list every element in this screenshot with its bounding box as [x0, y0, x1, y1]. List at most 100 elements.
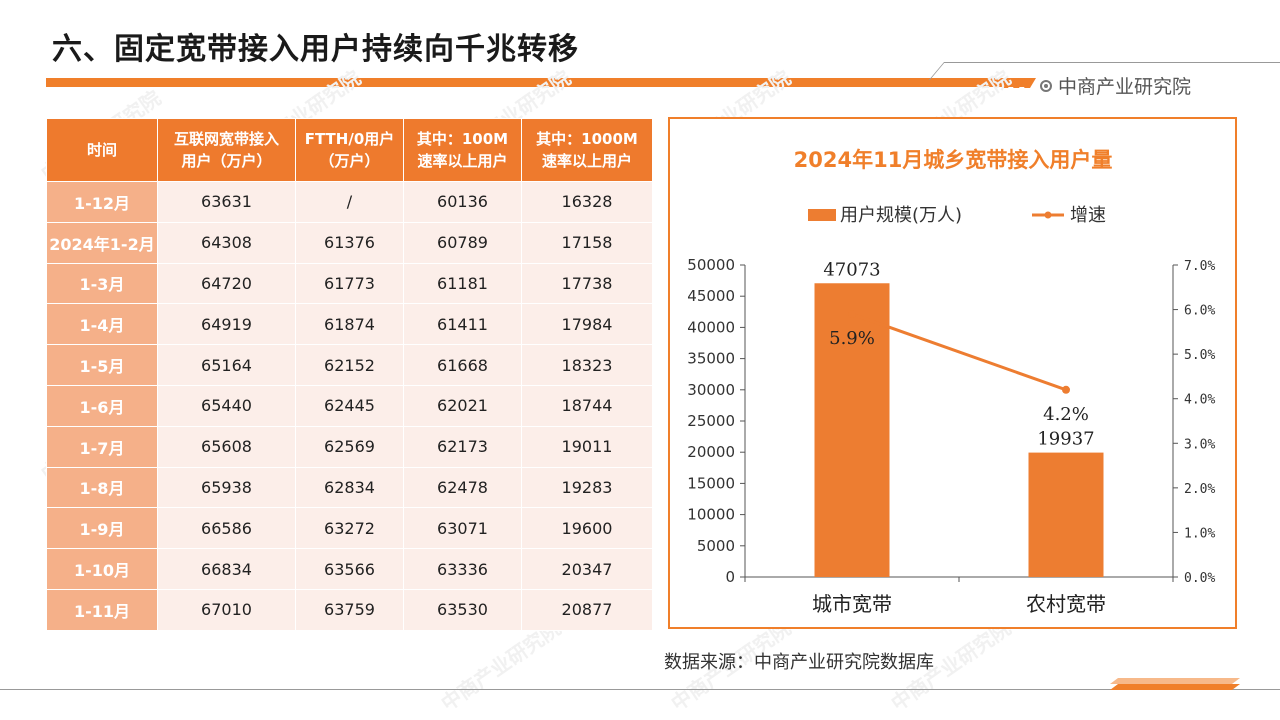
table-cell: 20877 — [521, 588, 653, 631]
table-cell: 62021 — [403, 384, 522, 427]
row-period: 1-8月 — [46, 466, 158, 509]
legend-swatch-marker — [1044, 211, 1052, 219]
table-cell: 63631 — [157, 181, 296, 223]
column-header-text: 互联网宽带接入 用户（万户） — [173, 130, 279, 170]
table-cell: 63071 — [403, 507, 522, 550]
table-cell: 20347 — [521, 548, 653, 590]
table-cell: 18323 — [521, 344, 653, 386]
table-cell: 16328 — [521, 181, 653, 223]
column-header: 时间 — [46, 118, 158, 182]
data-source-note: 数据来源：中商产业研究院数据库 — [664, 652, 934, 673]
table-cell: 65608 — [157, 425, 296, 468]
column-header-text: 其中：100M 速率以上用户 — [416, 130, 509, 170]
growth-line — [851, 312, 1067, 392]
y-left-tick-label: 40000 — [687, 318, 735, 336]
table-cell: 17984 — [521, 303, 653, 346]
table-cell: 66586 — [157, 507, 296, 550]
column-header: 互联网宽带接入 用户（万户） — [157, 118, 296, 182]
row-period: 2024年1-2月 — [46, 221, 158, 264]
table-cell: 60136 — [403, 181, 522, 223]
table-cell: 63336 — [403, 548, 522, 590]
table-cell: 61874 — [295, 303, 404, 346]
y-left-tick-label: 35000 — [687, 350, 735, 368]
table-row: 1-12月 63631/60136 16328 — [46, 181, 653, 223]
column-header-text: FTTH/0用户 （万户） — [304, 130, 395, 170]
table-cell: 19600 — [521, 507, 653, 550]
table-row: 1-4月 64919 61874 61411 17984 — [46, 303, 653, 346]
table-cell: 61181 — [403, 262, 522, 305]
row-period: 1-9月 — [46, 507, 158, 550]
column-header-text: 其中：1000M 速率以上用户 — [536, 130, 638, 170]
y-right-tick-label: 2.0% — [1184, 482, 1215, 497]
table-cell: 17738 — [521, 262, 653, 305]
table-cell: 62173 — [403, 425, 522, 468]
table-cell: 63272 — [295, 507, 404, 550]
row-period: 1-10月 — [46, 548, 158, 590]
table-cell: 17158 — [521, 221, 653, 264]
legend-label: 增速 — [1070, 205, 1106, 226]
table-cell: 63566 — [295, 548, 404, 590]
broadband-users-table: 时间 互联网宽带接入 用户（万户） FTTH/0用户 （万户） 其中：100M … — [46, 118, 653, 631]
table-cell: 62569 — [295, 425, 404, 468]
table-cell: 60789 — [403, 221, 522, 264]
y-left-tick-label: 20000 — [687, 443, 735, 461]
table-row: 2024年1-2月 64308 61376 60789 17158 — [46, 221, 653, 264]
page-title: 六、固定宽带接入用户持续向千兆转移 — [52, 32, 579, 67]
y-left-tick-label: 0 — [725, 568, 735, 586]
bar — [814, 283, 890, 577]
brand-name: 中商产业研究院 — [1058, 76, 1192, 98]
row-period: 1-7月 — [46, 425, 158, 468]
table-cell: 65938 — [157, 466, 296, 509]
table-cell: 61376 — [295, 221, 404, 264]
table-cell: 65164 — [157, 344, 296, 386]
header-stripes-decoration — [1002, 78, 1036, 88]
table-cell: 63759 — [295, 588, 404, 631]
title-underline — [46, 78, 1030, 87]
y-right-tick-label: 5.0% — [1184, 348, 1215, 363]
y-right-tick-label: 6.0% — [1184, 304, 1215, 319]
table-cell: 61773 — [295, 262, 404, 305]
legend-swatch-bar — [808, 209, 836, 221]
table-cell: 19283 — [521, 466, 653, 509]
row-period: 1-3月 — [46, 262, 158, 305]
table-cell: 19011 — [521, 425, 653, 468]
legend-label: 用户规模(万人) — [840, 205, 962, 226]
row-period: 1-6月 — [46, 384, 158, 427]
column-header: FTTH/0用户 （万户） — [295, 118, 404, 182]
table-row: 1-10月 66834 63566 63336 20347 — [46, 548, 653, 590]
table-cell: 64720 — [157, 262, 296, 305]
table-cell: 65440 — [157, 384, 296, 427]
table-cell: 67010 — [157, 588, 296, 631]
y-right-tick-label: 4.0% — [1184, 393, 1215, 408]
table-cell: 61411 — [403, 303, 522, 346]
table-cell: 66834 — [157, 548, 296, 590]
bar — [1028, 452, 1104, 577]
chart-panel: 2024年11月城乡宽带接入用户量 用户规模(万人) 增速 0 5000 10000 150… — [668, 117, 1237, 629]
row-period: 1-11月 — [46, 588, 158, 631]
y-left-tick-label: 45000 — [687, 287, 735, 305]
growth-value-label: 5.9% — [829, 328, 875, 349]
column-header: 其中：100M 速率以上用户 — [403, 118, 522, 182]
bar-value-label: 47073 — [823, 259, 880, 280]
y-left-tick-label: 15000 — [687, 474, 735, 492]
y-right-tick-label: 7.0% — [1184, 259, 1215, 274]
y-left-tick-label: 5000 — [697, 537, 735, 555]
header-divider — [944, 62, 1280, 63]
table-row: 1-8月 65938 62834 62478 19283 — [46, 466, 653, 509]
table-row: 1-11月 67010 63759 63530 20877 — [46, 588, 653, 631]
table-row: 1-3月 64720 61773 61181 17738 — [46, 262, 653, 305]
brand-logo-icon — [1040, 79, 1052, 92]
table-cell: / — [295, 181, 404, 223]
growth-point — [1062, 385, 1070, 394]
table-cell: 61668 — [403, 344, 522, 386]
y-right-tick-label: 0.0% — [1184, 571, 1215, 586]
row-period: 1-12月 — [46, 181, 158, 223]
y-left-tick-label: 25000 — [687, 412, 735, 430]
bar-value-label: 19937 — [1037, 429, 1094, 450]
row-period: 1-4月 — [46, 303, 158, 346]
table-row: 1-7月 65608 62569 62173 19011 — [46, 425, 653, 468]
table-row: 1-5月 65164 62152 61668 18323 — [46, 344, 653, 386]
brand: 中商产业研究院 — [1040, 72, 1191, 99]
y-left-tick-label: 30000 — [687, 381, 735, 399]
table-cell: 18744 — [521, 384, 653, 427]
